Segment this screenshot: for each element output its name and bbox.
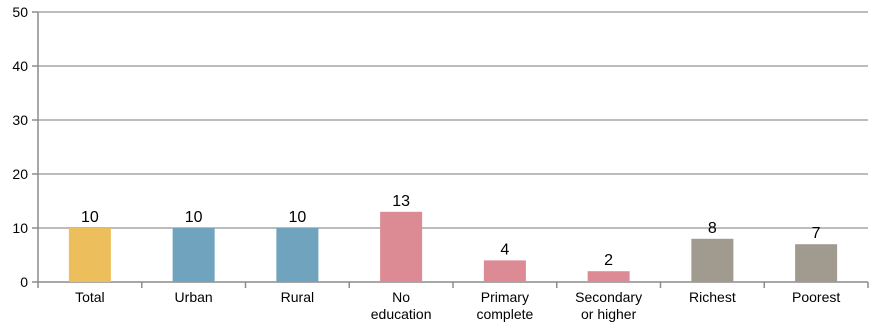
y-tick-label: 30 — [12, 112, 28, 128]
x-tick-label: No education — [371, 289, 432, 322]
x-tick-label-line: Primary — [481, 289, 529, 305]
y-tick-label: 20 — [12, 166, 28, 182]
data-label: 10 — [81, 209, 99, 226]
bar — [691, 238, 734, 282]
bar — [483, 260, 526, 282]
y-tick-label: 50 — [12, 4, 28, 20]
x-tick-label: Poorest — [792, 289, 840, 305]
x-tick-label-line: No — [392, 289, 410, 305]
x-tick-label-line: education — [371, 306, 432, 322]
x-tick-label: Richest — [689, 289, 736, 305]
bar — [587, 271, 630, 282]
bar — [276, 228, 319, 282]
x-tick-label: Urban — [175, 289, 213, 305]
x-tick-label-line: or higher — [581, 306, 637, 322]
x-tick-label-line: Rural — [281, 289, 314, 305]
x-tick-label-line: Total — [75, 289, 105, 305]
x-tick-label: Primary complete — [476, 289, 533, 322]
data-label: 10 — [288, 209, 306, 226]
data-label: 2 — [604, 252, 613, 269]
x-tick-label: Secondary or higher — [575, 289, 642, 322]
bar — [172, 228, 215, 282]
bar — [68, 228, 111, 282]
data-label: 10 — [185, 209, 203, 226]
data-label: 4 — [500, 241, 509, 258]
y-tick-label: 10 — [12, 220, 28, 236]
x-tick-label-line: Poorest — [792, 289, 840, 305]
x-tick-label: Total — [75, 289, 105, 305]
x-tick-label-line: Richest — [689, 289, 736, 305]
y-tick-label: 0 — [20, 274, 28, 290]
data-label: 7 — [812, 225, 821, 242]
y-tick-label: 40 — [12, 58, 28, 74]
data-label: 13 — [392, 193, 410, 210]
x-tick-label: Rural — [281, 289, 314, 305]
data-label: 8 — [708, 220, 717, 237]
x-tick-label-line: Secondary — [575, 289, 642, 305]
x-tick-label-line: Urban — [175, 289, 213, 305]
bar — [380, 211, 423, 282]
bar — [795, 244, 838, 282]
x-tick-label-line: complete — [476, 306, 533, 322]
